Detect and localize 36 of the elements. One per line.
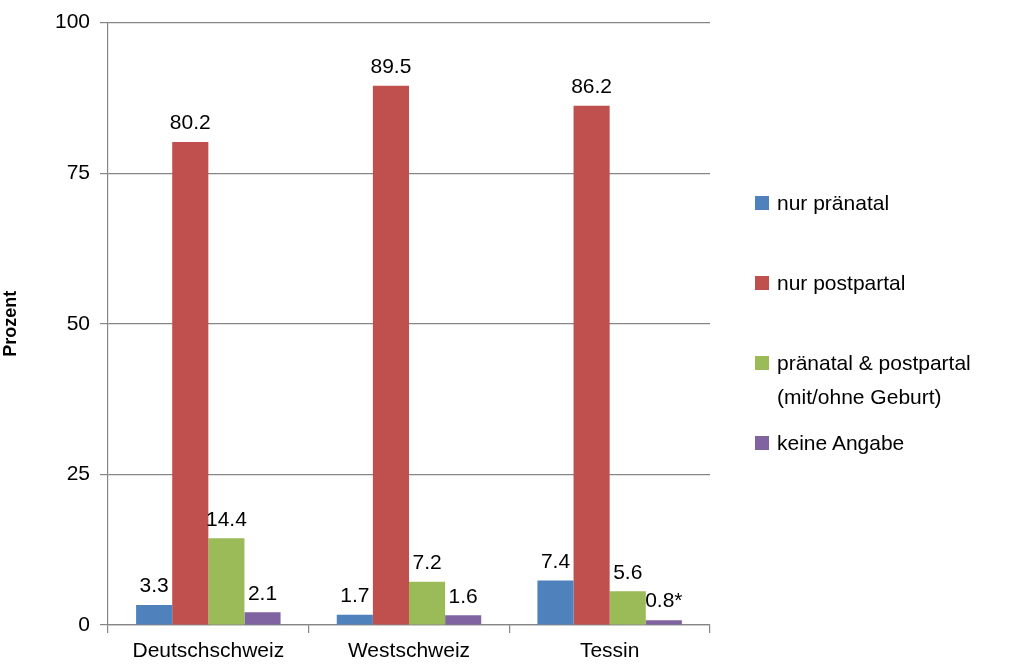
bar	[336, 614, 373, 625]
data-label: 7.2	[412, 549, 442, 573]
data-label: 5.6	[613, 559, 643, 583]
x-tick-label: Deutschschweiz	[132, 638, 285, 662]
bar	[609, 591, 646, 625]
x-tick-label: Tessin	[579, 638, 640, 662]
data-label: 2.1	[247, 580, 278, 604]
bar	[208, 538, 245, 625]
legend-label: pränatal & postpartal (mit/ohne Geburt)	[777, 350, 972, 410]
bar	[244, 612, 281, 625]
legend-label: keine Angabe	[777, 430, 906, 456]
bar	[645, 620, 682, 625]
bar	[573, 105, 610, 625]
y-tick-label: 50	[66, 310, 90, 334]
x-tick-label: Westschweiz	[347, 638, 471, 662]
data-label: 1.7	[340, 583, 370, 607]
legend-label: nur pränatal	[777, 190, 891, 216]
y-tick-label: 0	[78, 611, 90, 635]
data-label: 80.2	[169, 110, 211, 134]
data-label: 89.5	[370, 54, 412, 78]
y-tick-label: 25	[66, 461, 90, 485]
y-tick-label: 100	[54, 9, 90, 33]
data-label: 0.8*	[645, 588, 683, 612]
y-axis-title: Prozent	[0, 290, 20, 357]
bar	[136, 605, 173, 625]
data-label: 86.2	[571, 74, 613, 98]
bar	[409, 581, 446, 625]
bar	[172, 141, 209, 625]
data-label: 3.3	[139, 573, 169, 597]
bar	[537, 580, 574, 625]
legend-label: nur postpartal	[777, 270, 907, 296]
data-label: 1.6	[448, 583, 478, 607]
bar	[372, 85, 409, 625]
data-label: 7.4	[540, 548, 571, 572]
bar	[445, 615, 482, 625]
y-tick-label: 75	[66, 160, 90, 183]
